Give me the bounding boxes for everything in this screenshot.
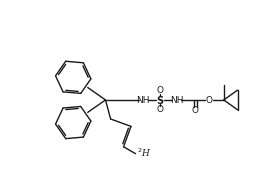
Text: $^{2}$H: $^{2}$H [137,146,151,159]
Text: O: O [156,105,163,114]
Text: O: O [156,86,163,95]
Text: NH: NH [170,96,183,105]
Text: O: O [206,96,213,105]
Text: O: O [192,106,199,115]
Text: NH: NH [136,96,150,105]
Text: S: S [156,96,163,106]
